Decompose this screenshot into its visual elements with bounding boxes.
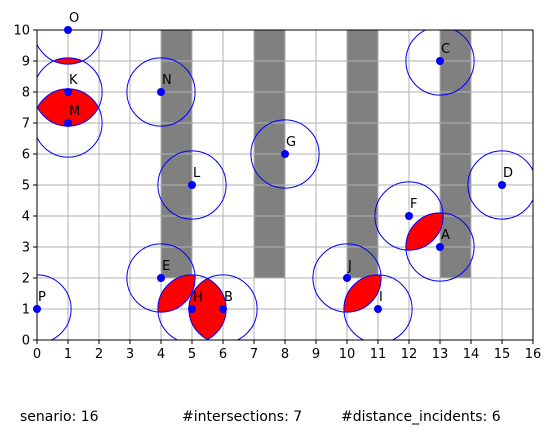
point-label-J: J [347, 259, 352, 274]
point-label-D: D [503, 166, 513, 181]
overlap-K-M [37, 88, 99, 127]
range-circle-A [405, 212, 475, 282]
point-M [64, 119, 72, 127]
point-label-N: N [162, 73, 172, 88]
x-tick-label-9: 9 [312, 347, 320, 362]
y-tick-label-8: 8 [22, 86, 30, 101]
y-tick-label-3: 3 [22, 241, 30, 256]
x-tick-label-4: 4 [157, 347, 165, 362]
range-circle-C [405, 30, 475, 96]
x-tick-label-3: 3 [126, 347, 134, 362]
point-I [374, 305, 382, 313]
point-layer: A B C D E F G H I J K L M N O P [33, 11, 513, 313]
y-tick-label-6: 6 [22, 148, 30, 163]
y-tick-label-1: 1 [22, 303, 30, 318]
point-E [157, 274, 165, 282]
y-tick-label-0: 0 [22, 334, 30, 349]
point-C [436, 57, 444, 65]
point-label-A: A [441, 228, 450, 243]
overlap-J-I [343, 274, 382, 313]
y-tick-label-10: 10 [13, 24, 30, 39]
distance-incidents-label: #distance_incidents: 6 [341, 409, 501, 425]
point-P [33, 305, 41, 313]
point-H [188, 305, 196, 313]
x-tick-label-15: 15 [494, 347, 511, 362]
point-label-G: G [286, 135, 296, 150]
point-F [405, 212, 413, 220]
point-label-F: F [410, 197, 417, 212]
point-O [64, 26, 72, 34]
point-G [281, 150, 289, 158]
x-tick-label-6: 6 [219, 347, 227, 362]
range-circle-N [126, 57, 196, 127]
point-A [436, 243, 444, 251]
intersections-label: #intersections: 7 [182, 409, 303, 425]
scenario-label: senario: 16 [20, 409, 99, 425]
point-label-B: B [224, 290, 233, 305]
range-circle-P [37, 274, 72, 340]
x-tick-label-5: 5 [188, 347, 196, 362]
overlap-F-A [405, 212, 444, 251]
y-tick-label-4: 4 [22, 210, 30, 225]
x-tick-label-8: 8 [281, 347, 289, 362]
x-tick-label-0: 0 [33, 347, 41, 362]
point-B [219, 305, 227, 313]
x-tick-label-2: 2 [95, 347, 103, 362]
point-label-C: C [441, 42, 450, 57]
x-tick-label-1: 1 [64, 347, 72, 362]
point-label-O: O [69, 11, 79, 26]
overlap-layer [37, 57, 444, 340]
x-tick-label-12: 12 [401, 347, 418, 362]
range-circle-E [126, 243, 196, 313]
point-N [157, 88, 165, 96]
range-circle-G [250, 119, 320, 189]
point-label-H: H [193, 290, 203, 305]
point-L [188, 181, 196, 189]
point-D [498, 181, 506, 189]
y-tick-label-7: 7 [22, 117, 30, 132]
point-label-M: M [69, 104, 80, 119]
point-label-E: E [162, 259, 170, 274]
y-tick-label-5: 5 [22, 179, 30, 194]
x-tick-label-16: 16 [525, 347, 542, 362]
x-tick-label-13: 13 [432, 347, 449, 362]
range-circle-J [312, 243, 382, 313]
range-circle-L [157, 150, 227, 220]
x-tick-label-11: 11 [370, 347, 387, 362]
overlap-O-K [53, 57, 83, 65]
range-circle-D [467, 150, 533, 220]
x-tick-label-10: 10 [339, 347, 356, 362]
range-circle-I [343, 274, 413, 340]
point-label-P: P [38, 290, 46, 305]
x-tick-label-7: 7 [250, 347, 258, 362]
range-circle-O [37, 30, 103, 65]
point-label-L: L [193, 166, 201, 181]
point-K [64, 88, 72, 96]
y-tick-label-9: 9 [22, 55, 30, 70]
range-circle-F [374, 181, 444, 251]
overlap-E-H [157, 274, 196, 313]
y-tick-label-2: 2 [22, 272, 30, 287]
point-label-K: K [69, 73, 78, 88]
point-J [343, 274, 351, 282]
overlap-H-B [188, 278, 227, 340]
x-tick-label-14: 14 [463, 347, 480, 362]
point-label-I: I [379, 290, 383, 305]
